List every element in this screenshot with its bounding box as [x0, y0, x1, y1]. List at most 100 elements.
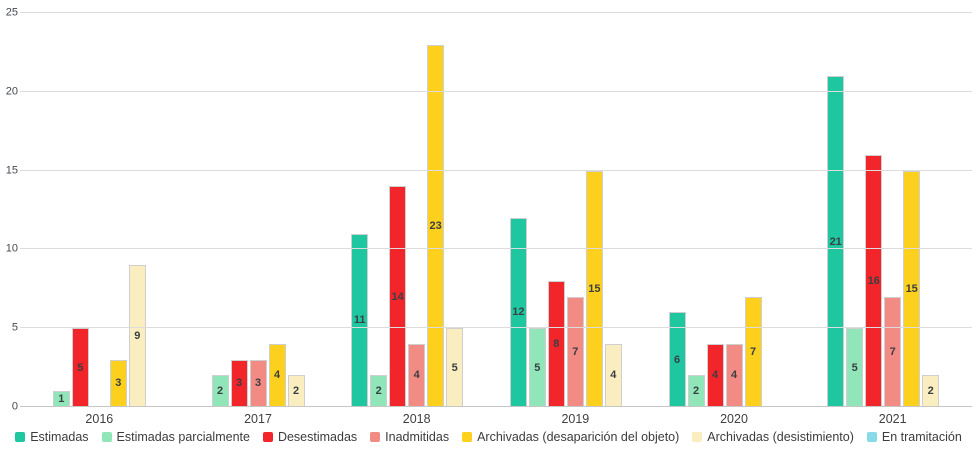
legend-label: En tramitación — [881, 430, 962, 444]
bar-2016-Desestimadas[interactable]: 5 — [71, 328, 89, 407]
bar-2021-Estimadas parcialmente[interactable]: 5 — [846, 328, 864, 407]
bar-slot — [763, 13, 782, 407]
bar-value-label: 3 — [115, 377, 122, 390]
bar-2018-Archivadas (desistimiento)[interactable]: 5 — [446, 328, 464, 407]
bar-value-label: 7 — [572, 345, 579, 358]
bar-2016-Estimadas parcialmente[interactable]: 1 — [52, 391, 70, 407]
bar-2017-Archivadas (desaparición del objeto)[interactable]: 4 — [268, 343, 286, 407]
bar-slot — [464, 13, 483, 407]
bar-slot — [782, 13, 801, 407]
bar-slot: 2 — [921, 13, 940, 407]
bar-slot: 1 — [52, 13, 71, 407]
bar-slot: 5 — [445, 13, 464, 407]
bar-2021-Archivadas (desaparición del objeto)[interactable]: 15 — [903, 170, 921, 407]
bar-slot: 7 — [566, 13, 585, 407]
bar-2017-Archivadas (desistimiento)[interactable]: 2 — [287, 375, 305, 407]
bar-slot — [623, 13, 642, 407]
bar-slot: 2 — [211, 13, 230, 407]
bar-slot: 7 — [744, 13, 763, 407]
bar-value-label: 6 — [673, 353, 681, 366]
bar-slot: 15 — [902, 13, 921, 407]
bar-value-label: 2 — [292, 385, 300, 398]
y-tick-label: 25 — [5, 6, 18, 19]
bar-value-label: 5 — [451, 361, 458, 374]
bar-2017-Desestimadas[interactable]: 3 — [230, 359, 248, 407]
bar-2021-Desestimadas[interactable]: 16 — [865, 154, 883, 407]
bar-2018-Desestimadas[interactable]: 14 — [389, 186, 407, 407]
legend-item-Desestimadas[interactable]: Desestimadas — [262, 430, 357, 444]
bar-slot: 4 — [604, 13, 623, 407]
bar-slot: 2 — [687, 13, 706, 407]
legend-swatch-icon — [101, 432, 112, 442]
y-tick-label: 15 — [5, 164, 18, 177]
bar-slot — [306, 13, 325, 407]
legend-label: Archivadas (desaparición del objeto) — [477, 430, 680, 444]
bar-2017-Estimadas parcialmente[interactable]: 2 — [211, 375, 229, 407]
bar-2021-Archivadas (desistimiento)[interactable]: 2 — [922, 375, 940, 407]
bar-slot: 4 — [706, 13, 725, 407]
bar-value-label: 2 — [216, 385, 224, 398]
bar-2019-Estimadas[interactable]: 12 — [509, 217, 527, 407]
bar-2020-Inadmitidas[interactable]: 4 — [725, 343, 743, 407]
bar-2021-Estimadas[interactable]: 21 — [827, 76, 845, 407]
bar-2018-Estimadas parcialmente[interactable]: 2 — [370, 375, 388, 407]
bar-2019-Archivadas (desaparición del objeto)[interactable]: 15 — [585, 170, 603, 407]
legend: Estimadas Estimadas parcialmente Desestima… — [0, 430, 977, 444]
legend-swatch-icon — [692, 432, 703, 442]
bar-2018-Estimadas[interactable]: 11 — [351, 233, 369, 407]
bar-value-label: 4 — [273, 369, 281, 382]
bar-value-label: 3 — [254, 377, 262, 390]
bar-value-label: 4 — [711, 369, 719, 382]
gridline-5 — [20, 327, 972, 329]
gridline-10 — [20, 248, 972, 250]
legend-item-En tramitación[interactable]: En tramitación — [866, 430, 962, 444]
bar-2018-Inadmitidas[interactable]: 4 — [408, 343, 426, 407]
legend-label: Estimadas — [30, 430, 89, 444]
bar-2020-Archivadas (desaparición del objeto)[interactable]: 7 — [744, 296, 762, 407]
y-axis: 0 5 10 15 20 25 — [0, 7, 18, 412]
bar-slot: 21 — [826, 13, 845, 407]
bar-2018-Archivadas (desaparición del objeto)[interactable]: 23 — [427, 44, 445, 407]
bar-2019-Archivadas (desistimiento)[interactable]: 4 — [604, 343, 622, 407]
bar-slot: 4 — [268, 13, 287, 407]
legend-item-Archivadas (desistimiento)[interactable]: Archivadas (desistimiento) — [692, 430, 854, 444]
bar-value-label: 12 — [512, 306, 525, 319]
plot-area: 1 5 3 9 2 3 3 4 2 11 2 14 4 23 5 12 5 8 7 15 4 6 2 4 4 7 21 5 16 7 15 2 — [20, 12, 972, 407]
bar-value-label: 2 — [375, 385, 382, 398]
bar-slot: 2 — [369, 13, 388, 407]
bar-value-label: 4 — [730, 369, 738, 382]
bar-2020-Estimadas parcialmente[interactable]: 2 — [687, 375, 705, 407]
bar-2016-Archivadas (desaparición del objeto)[interactable]: 3 — [109, 359, 127, 407]
bar-2019-Inadmitidas[interactable]: 7 — [566, 296, 584, 407]
bar-slot: 4 — [407, 13, 426, 407]
bar-2019-Desestimadas[interactable]: 8 — [547, 280, 565, 407]
bar-slot: 9 — [128, 13, 147, 407]
bar-2020-Desestimadas[interactable]: 4 — [706, 343, 724, 407]
bar-slot: 12 — [509, 13, 528, 407]
gridline-0 — [20, 406, 972, 407]
bar-2019-Estimadas parcialmente[interactable]: 5 — [528, 328, 546, 407]
x-axis: 2016 2017 2018 2019 2020 2021 — [20, 412, 972, 426]
bar-2021-Inadmitidas[interactable]: 7 — [884, 296, 902, 407]
bar-2016-Archivadas (desistimiento)[interactable]: 9 — [128, 265, 146, 407]
legend-item-Estimadas parcialmente[interactable]: Estimadas parcialmente — [101, 430, 250, 444]
legend-item-Estimadas[interactable]: Estimadas — [15, 430, 89, 444]
bar-slot: 3 — [249, 13, 268, 407]
legend-label: Archivadas (desistimiento) — [707, 430, 854, 444]
bar-slot: 3 — [230, 13, 249, 407]
category-group-2018: 11 2 14 4 23 5 — [337, 13, 496, 407]
bar-slot — [33, 13, 52, 407]
legend-item-Archivadas (desaparición del objeto)[interactable]: Archivadas (desaparición del objeto) — [462, 430, 679, 444]
bar-value-label: 7 — [889, 345, 896, 358]
bar-value-label: 1 — [58, 393, 65, 406]
bar-value-label: 8 — [553, 337, 560, 350]
bar-2017-Inadmitidas[interactable]: 3 — [249, 359, 267, 407]
bar-slot: 16 — [864, 13, 883, 407]
legend-swatch-icon — [462, 432, 473, 442]
legend-item-Inadmitidas[interactable]: Inadmitidas — [370, 430, 449, 444]
legend-swatch-icon — [370, 432, 381, 442]
bar-value-label: 2 — [692, 385, 700, 398]
